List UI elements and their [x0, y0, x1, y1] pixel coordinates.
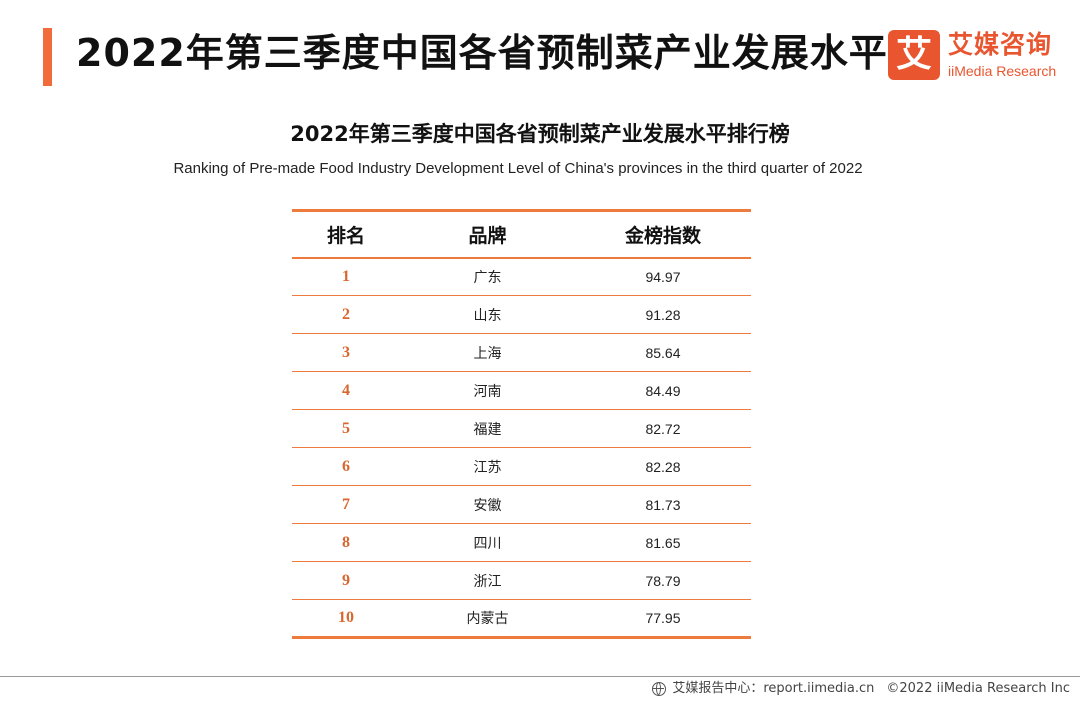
title-accent-bar: [43, 28, 52, 86]
index-cell: 77.95: [645, 610, 681, 626]
rank-cell: 2: [342, 305, 350, 323]
header-index: 金榜指数: [624, 224, 701, 247]
rank-cell: 9: [342, 571, 350, 589]
table-row: 6 江苏 82.28: [292, 448, 751, 486]
table-row: 7 安徽 81.73: [292, 486, 751, 524]
table-title: 2022年第三季度中国各省预制菜产业发展水平排行榜: [290, 122, 790, 146]
rank-cell: 8: [342, 533, 350, 551]
rank-cell: 6: [342, 457, 350, 475]
index-cell: 82.72: [645, 420, 681, 437]
brand-cell: 河南: [473, 383, 502, 400]
brand-cell: 福建: [473, 421, 502, 438]
logo-name-cn: 艾媒咨询: [948, 30, 1053, 59]
brand-cell: 上海: [473, 345, 502, 362]
index-cell: 81.65: [645, 534, 681, 551]
rank-cell: 1: [342, 267, 350, 285]
ranking-table: 排名 品牌 金榜指数 1 广东 94.97 2 山东 91.28 3 上海 85…: [292, 209, 751, 639]
table-subtitle: Ranking of Pre-made Food Industry Develo…: [173, 160, 863, 177]
table-row: 5 福建 82.72: [292, 410, 751, 448]
table-row: 9 浙江 78.79: [292, 562, 751, 600]
index-cell: 91.28: [645, 306, 681, 323]
iimedia-logo: 艾 艾媒咨询 iiMedia Research: [888, 30, 1063, 82]
rank-cell: 10: [338, 609, 354, 626]
footer: 艾媒报告中心：report.iimedia.cn ©2022 iiMedia R…: [652, 679, 1070, 699]
footer-divider: [0, 676, 1080, 677]
footer-copyright: ©2022 iiMedia Research Inc: [886, 681, 1070, 696]
table-row: 8 四川 81.65: [292, 524, 751, 562]
logo-name-en: iiMedia Research: [948, 63, 1057, 79]
brand-cell: 江苏: [473, 459, 502, 476]
brand-cell: 浙江: [473, 573, 502, 590]
index-cell: 78.79: [645, 572, 681, 589]
index-cell: 85.64: [645, 344, 681, 361]
table-row: 3 上海 85.64: [292, 334, 751, 372]
rank-cell: 4: [342, 381, 350, 399]
footer-source: 艾媒报告中心：report.iimedia.cn: [672, 681, 875, 696]
index-cell: 81.73: [645, 496, 681, 513]
table-row: 4 河南 84.49: [292, 372, 751, 410]
header-brand: 品牌: [468, 224, 507, 247]
globe-icon: [652, 682, 667, 696]
index-cell: 94.97: [645, 268, 681, 285]
brand-cell: 山东: [473, 307, 502, 324]
table-row: 10 内蒙古 77.95: [292, 600, 751, 638]
table-header-row: 排名 品牌 金榜指数: [292, 210, 751, 258]
table-row: 1 广东 94.97: [292, 258, 751, 296]
index-cell: 84.49: [645, 382, 681, 399]
logo-mark: 艾: [888, 30, 940, 80]
table-row: 2 山东 91.28: [292, 296, 751, 334]
brand-cell: 四川: [473, 535, 502, 552]
brand-cell: 安徽: [473, 497, 502, 514]
brand-cell: 内蒙古: [466, 611, 509, 627]
page-title: 2022年第三季度中国各省预制菜产业发展水平: [76, 31, 888, 75]
index-cell: 82.28: [645, 458, 681, 475]
rank-cell: 7: [342, 495, 350, 513]
rank-cell: 3: [342, 343, 350, 361]
brand-cell: 广东: [473, 269, 502, 286]
rank-cell: 5: [342, 419, 350, 437]
header-rank: 排名: [326, 224, 365, 247]
